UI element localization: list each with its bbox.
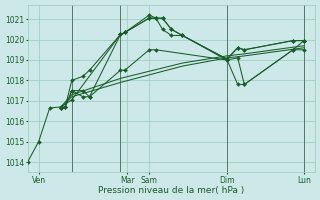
X-axis label: Pression niveau de la mer( hPa ): Pression niveau de la mer( hPa ) (98, 186, 244, 195)
